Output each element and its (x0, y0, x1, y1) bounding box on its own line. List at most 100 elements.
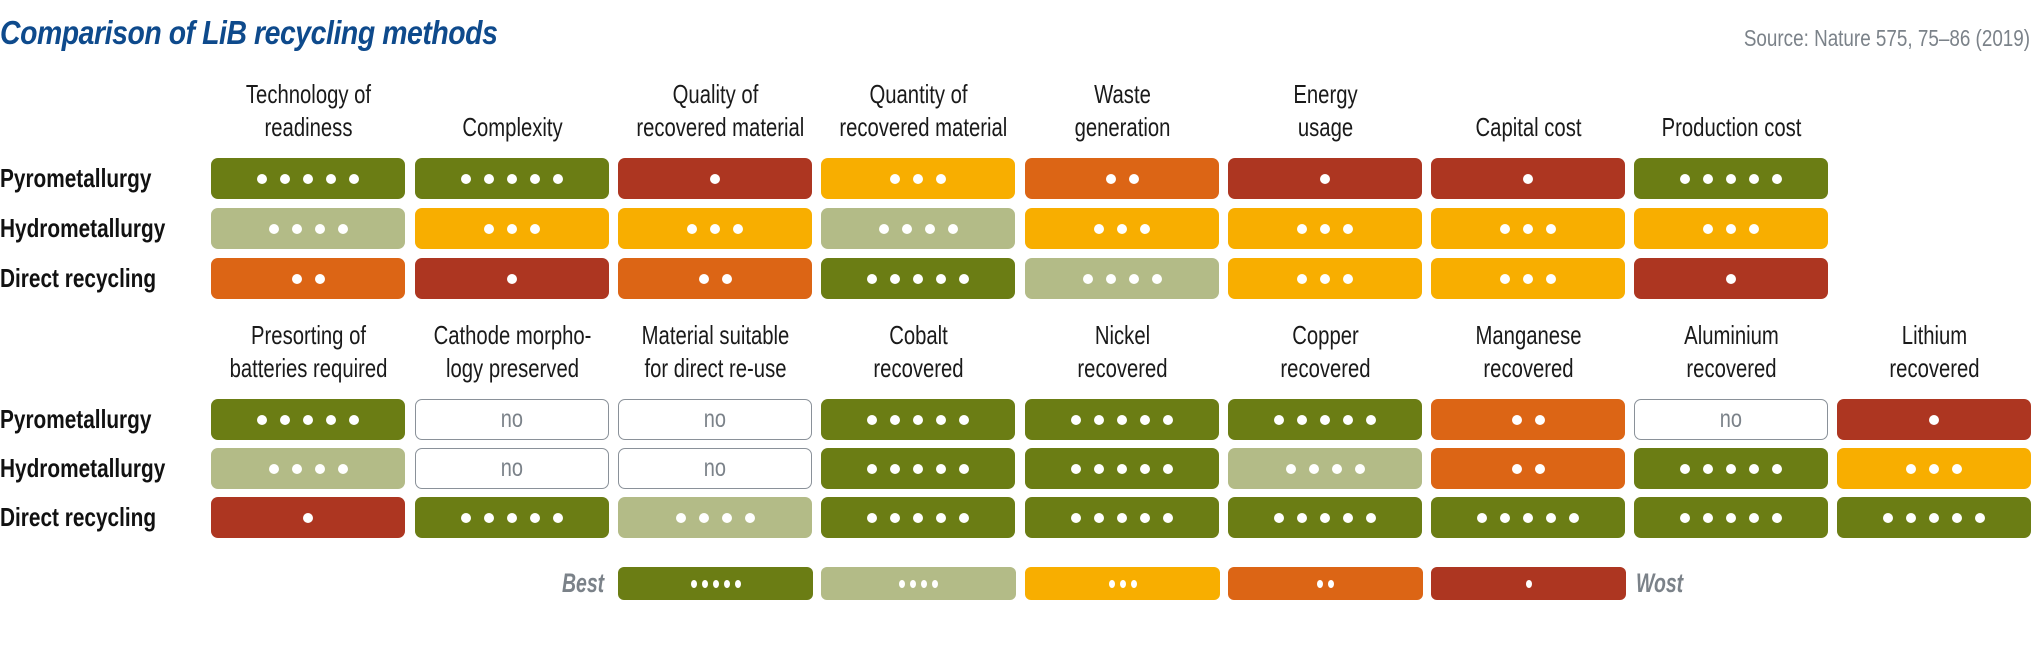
dot-icon (913, 512, 923, 523)
page-title: Comparison of LiB recycling methods (0, 14, 498, 51)
rating-cell (1431, 258, 1625, 299)
rating-cell (211, 158, 405, 199)
column-header-line: logy preserved (445, 353, 580, 383)
dot-icon (1117, 414, 1127, 425)
column-header-line: readiness (264, 112, 353, 142)
dot-icon (913, 463, 923, 474)
column-header-line: recovered material (636, 112, 805, 142)
dot-icon (268, 463, 279, 474)
dot-icon (734, 579, 741, 588)
column-header-line (1652, 78, 1810, 111)
rating-dots (291, 273, 325, 284)
dot-icon (461, 512, 471, 523)
column-header-line: Quality of (672, 79, 759, 109)
legend-dots (1317, 579, 1334, 588)
dot-icon (733, 223, 743, 234)
dot-icon (690, 579, 697, 588)
rating-cell (415, 258, 609, 299)
dot-icon (1163, 512, 1173, 523)
rating-cell (618, 497, 812, 538)
rating-dots (867, 463, 969, 474)
rating-dots (1680, 463, 1782, 474)
column-header: Aluminium recovered (1630, 315, 1833, 385)
row-label: Direct recycling (0, 263, 157, 293)
column-header: Manganese recovered (1427, 315, 1630, 385)
no-value: no (500, 405, 524, 433)
column-header: Complexity (411, 74, 614, 144)
no-value: no (703, 405, 727, 433)
legend-dots (1525, 579, 1532, 588)
dot-icon (1274, 414, 1284, 425)
dot-icon (1703, 463, 1713, 474)
dot-icon (1546, 512, 1556, 523)
dot-icon (1883, 512, 1893, 523)
dot-icon (936, 512, 946, 523)
column-header-line: Copper (1292, 320, 1359, 350)
dot-icon (1929, 463, 1939, 474)
column-header: Lithium recovered (1833, 315, 2032, 385)
dot-icon (1071, 463, 1081, 474)
dot-icon (1082, 273, 1093, 284)
dot-icon (1703, 512, 1713, 523)
rating-cell (211, 258, 405, 299)
dot-icon (1906, 463, 1916, 474)
dot-icon (701, 579, 708, 588)
rating-cell (1634, 497, 1828, 538)
rating-dots (461, 512, 563, 523)
rating-cell (1431, 158, 1625, 199)
dot-icon (1772, 173, 1782, 184)
rating-cell (821, 399, 1015, 440)
row-label: Pyrometallurgy (0, 163, 152, 193)
column-header-line: recovered (1483, 353, 1574, 383)
dot-icon (1952, 512, 1962, 523)
column-header-line: recovered (1889, 353, 1980, 383)
dot-icon (687, 223, 697, 234)
dot-icon (1975, 512, 1985, 523)
dot-icon (910, 579, 916, 588)
dot-icon (484, 512, 494, 523)
dot-icon (1343, 512, 1353, 523)
dot-icon (1297, 414, 1307, 425)
column-header: Cobalt recovered (817, 315, 1020, 385)
dot-icon (899, 579, 905, 588)
rating-cell (1025, 258, 1219, 299)
rating-cell (821, 448, 1015, 489)
dot-icon (1477, 512, 1487, 523)
rating-cell (211, 448, 405, 489)
rating-dots (257, 173, 359, 184)
dot-icon (1320, 173, 1330, 184)
legend-swatch (618, 567, 813, 600)
rating-cell (1837, 399, 2031, 440)
column-header: Waste generation (1021, 74, 1224, 144)
rating-cell (1837, 448, 2031, 489)
dot-icon (1680, 173, 1690, 184)
dot-icon (1320, 512, 1330, 523)
dot-icon (1140, 463, 1150, 474)
rating-dots (1477, 512, 1579, 523)
dot-icon (1726, 273, 1736, 284)
dot-icon (936, 463, 946, 474)
dot-icon (314, 223, 325, 234)
rating-dots (867, 414, 969, 425)
dot-icon (675, 512, 686, 523)
column-header: Production cost (1630, 74, 1833, 144)
source-note: Source: Nature 575, 75–86 (2019) (1743, 25, 2030, 51)
column-header-line: Quantity of (869, 79, 968, 109)
rating-dots (698, 273, 732, 284)
rating-cell (821, 158, 1015, 199)
column-header: Cathode morpho-logy preserved (411, 315, 614, 385)
dot-icon (1297, 512, 1307, 523)
dot-icon (303, 173, 313, 184)
dot-icon (959, 512, 969, 523)
dot-icon (280, 414, 290, 425)
dot-icon (721, 273, 732, 284)
rating-dots (303, 512, 313, 523)
column-header-line: Cobalt (889, 320, 948, 350)
rating-cell (211, 208, 405, 249)
column-header-line: Capital cost (1475, 112, 1582, 142)
column-header-line: Lithium (1901, 320, 1968, 350)
dot-icon (1703, 223, 1713, 234)
rating-dots (1071, 463, 1173, 474)
rating-dots (1883, 512, 1985, 523)
dot-icon (1680, 463, 1690, 474)
